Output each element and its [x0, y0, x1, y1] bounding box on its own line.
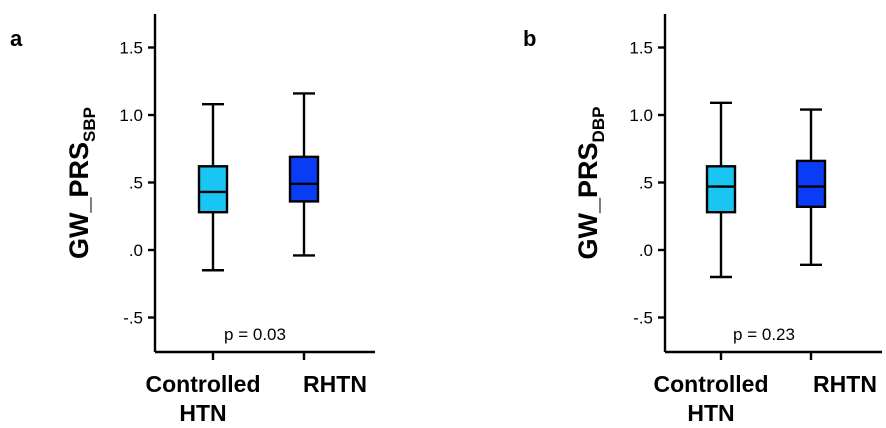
p-value-annotation: p = 0.23 [733, 325, 795, 344]
iqr-box [288, 155, 320, 203]
x-category-label: Controlled [146, 371, 261, 397]
box-controlled-htn [197, 102, 229, 272]
y-tick-label: 1.0 [119, 106, 143, 125]
chart-panel-a: a GW_PRSSBP 1.5 1.0 .5 .0 -.5 Controlled HTN RHTN… [10, 14, 375, 426]
y-tick-label: .5 [129, 174, 143, 193]
box-rhtn [288, 92, 320, 257]
y-tick-label: 1.0 [629, 106, 653, 125]
x-category-label: RHTN [813, 371, 877, 397]
y-axis-label-main: GW_PRS [573, 142, 603, 259]
chart-panel-b: b GW_PRSDBP 1.5 1.0 .5 .0 -.5 Controlled HTN RHTN… [523, 14, 882, 426]
y-tick-label: .5 [639, 174, 653, 193]
x-category-label: RHTN [303, 371, 367, 397]
iqr-box [197, 165, 229, 214]
y-tick-label: -.5 [633, 309, 653, 328]
y-axis-label: GW_PRSSBP [64, 107, 99, 259]
x-category-label: HTN [179, 400, 226, 426]
x-category-label: Controlled [654, 371, 769, 397]
panel-letter: b [523, 26, 536, 51]
y-tick-label: -.5 [123, 309, 143, 328]
box-rhtn [795, 108, 827, 267]
p-value-annotation: p = 0.03 [224, 325, 286, 344]
y-axis-label-main: GW_PRS [64, 142, 94, 259]
iqr-box [705, 165, 737, 214]
box-controlled-htn [705, 101, 737, 279]
y-axis-label-subscript: SBP [80, 107, 99, 142]
y-tick-label: .0 [639, 241, 653, 260]
y-tick-label: 1.5 [119, 39, 143, 58]
y-tick-label: .0 [129, 241, 143, 260]
panel-letter: a [10, 26, 23, 51]
y-axis-label: GW_PRSDBP [573, 107, 608, 260]
y-tick-label: 1.5 [629, 39, 653, 58]
x-category-label: HTN [687, 400, 734, 426]
iqr-box [795, 159, 827, 208]
y-axis-label-subscript: DBP [589, 107, 608, 143]
